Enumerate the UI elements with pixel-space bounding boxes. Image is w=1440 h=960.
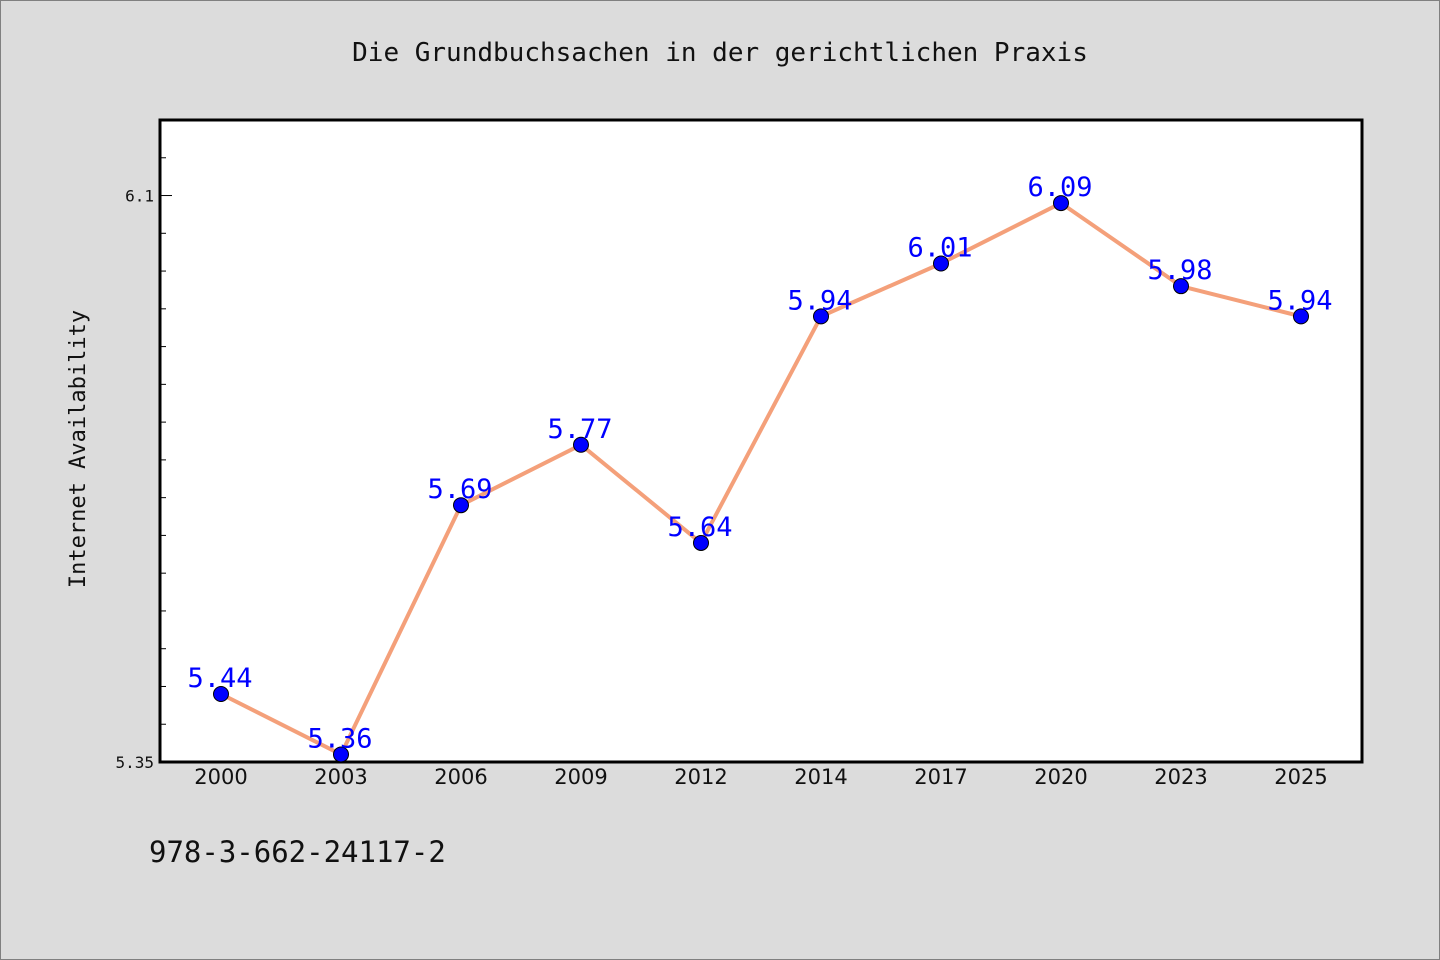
data-point-marker [333,746,349,763]
series-line [220,201,1302,757]
x-tick-label: 2012 [674,765,727,789]
isbn-caption: 978-3-662-24117-2 [149,835,446,869]
x-tick-label: 2025 [1274,765,1327,789]
data-point-marker [453,497,469,514]
x-tick-label: 2023 [1154,765,1207,789]
data-label: 5.64 [667,512,732,543]
x-tick-label: 2014 [794,765,847,789]
data-point-markers [213,195,1309,763]
data-point-marker [693,534,709,551]
plot-area [158,118,1364,764]
x-tick-label: 2009 [554,765,607,789]
data-label: 5.94 [787,285,852,316]
x-axis-tick-labels: 2000 2003 2006 2009 2012 2014 2017 2020 2023 2025 [194,765,1327,789]
y-axis-tick-labels: 5.35 6.1 [115,187,154,772]
data-label: 6.09 [1027,172,1092,203]
x-tick-label: 2017 [914,765,967,789]
data-point-marker [813,308,829,325]
data-label: 5.36 [307,723,372,754]
data-label: 5.44 [187,663,252,694]
data-point-marker [1293,308,1309,325]
y-axis-ticks [160,119,172,763]
x-tick-label: 2003 [314,765,367,789]
data-label: 6.01 [907,233,972,264]
x-tick-label: 2000 [194,765,247,789]
data-label: 5.69 [427,474,492,505]
data-point-marker [1173,278,1189,295]
y-tick-label: 6.1 [125,187,154,206]
y-tick-label: 5.35 [115,753,154,772]
chart-title: Die Grundbuchsachen in der gerichtlichen… [352,38,1088,68]
data-point-marker [933,255,949,272]
x-tick-label: 2006 [434,765,487,789]
series-lines [220,201,1302,757]
x-tick-label: 2020 [1034,765,1087,789]
data-label: 5.77 [547,414,612,445]
y-axis-label: Internet Availability [66,310,91,588]
data-point-marker [213,686,229,703]
data-point-marker [1053,195,1069,212]
data-label: 5.94 [1267,285,1332,316]
data-point-marker [573,436,589,453]
data-labels: 5.44 5.36 5.69 5.77 5.64 5.94 6.01 6.09 5.98 5.94 [187,172,1332,754]
data-label: 5.98 [1147,255,1212,286]
